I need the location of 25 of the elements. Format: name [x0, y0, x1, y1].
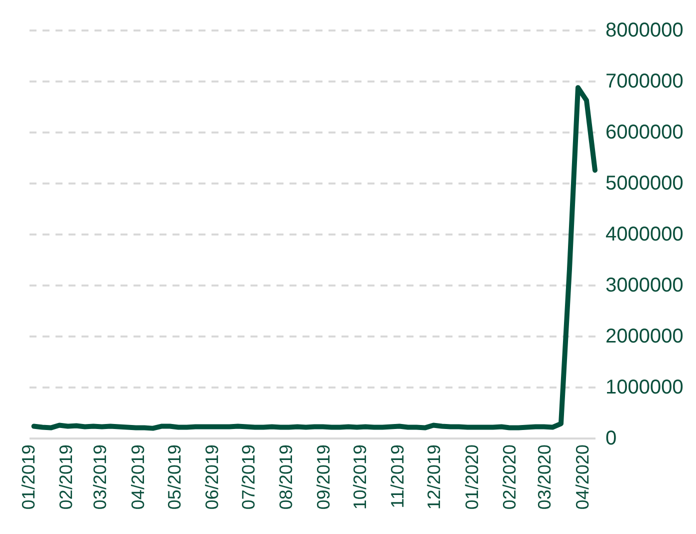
x-tick-label: 04/2020 [572, 444, 592, 510]
x-tick-label: 02/2019 [56, 444, 76, 510]
x-tick-label: 05/2019 [164, 444, 184, 510]
y-tick-label: 8000000 [606, 20, 684, 42]
y-tick-label: 3000000 [606, 274, 684, 296]
x-tick-label: 06/2019 [202, 444, 222, 510]
x-tick-label: 01/2020 [462, 444, 482, 510]
x-tick-label: 09/2019 [314, 444, 334, 510]
x-tick-label: 04/2019 [128, 444, 148, 510]
x-tick-label: 12/2019 [424, 444, 444, 510]
x-tick-label: 03/2019 [90, 444, 110, 510]
x-tick-label: 03/2020 [534, 444, 555, 510]
y-tick-label: 5000000 [606, 172, 684, 194]
y-tick-label: 7000000 [606, 70, 684, 92]
y-tick-label: 4000000 [606, 224, 684, 246]
y-tick-label: 1000000 [606, 376, 684, 398]
x-tick-label: 02/2020 [499, 444, 520, 510]
y-tick-label: 0 [606, 428, 617, 450]
x-tick-label: 08/2019 [276, 444, 296, 510]
x-tick-label: 01/2019 [18, 444, 38, 510]
x-tick-label: 11/2019 [388, 444, 408, 508]
y-tick-label: 2000000 [606, 326, 684, 348]
y-tick-label: 6000000 [606, 122, 684, 144]
x-tick-label: 07/2019 [238, 444, 258, 510]
x-tick-label: 10/2019 [350, 444, 370, 510]
